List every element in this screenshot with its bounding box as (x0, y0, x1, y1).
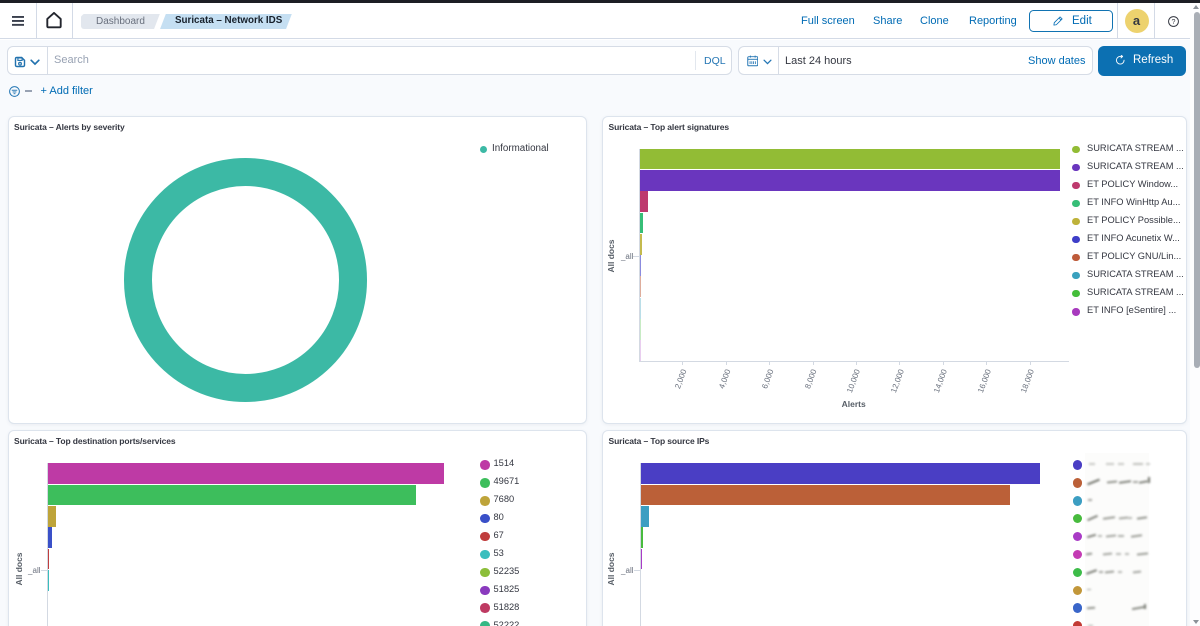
svg-text:?: ? (1171, 18, 1175, 26)
